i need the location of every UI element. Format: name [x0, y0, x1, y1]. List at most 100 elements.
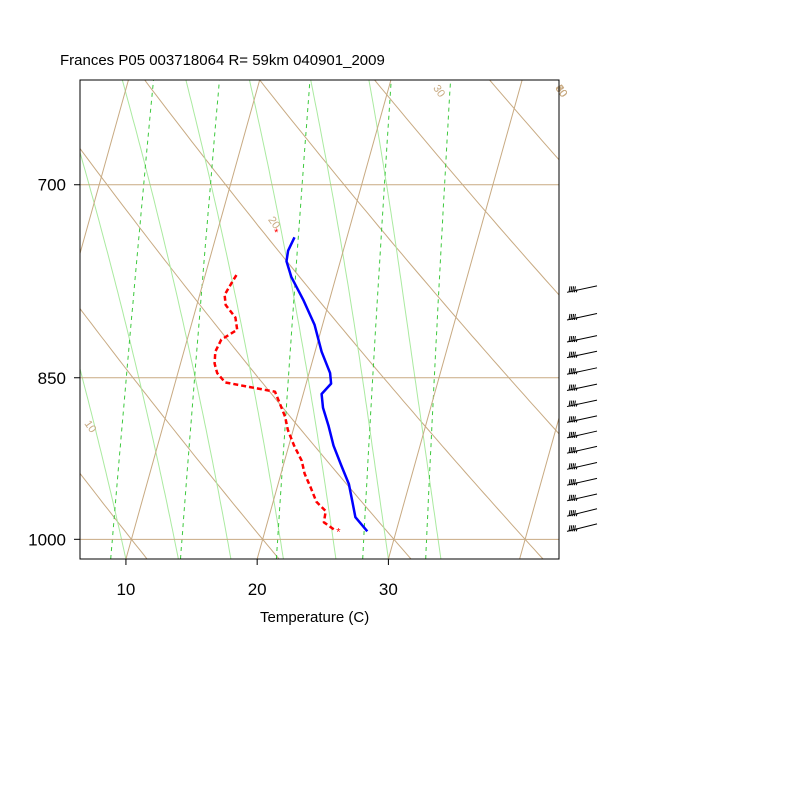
dry-adiabat: [489, 80, 559, 161]
plot-frame: [79, 79, 560, 560]
mixing-ratio-line: [110, 80, 154, 559]
barb-flag: [568, 335, 571, 343]
barb-flag: [572, 384, 575, 391]
barb-flag: [568, 431, 571, 438]
barb-flag: [572, 510, 575, 517]
chart-title: Frances P05 003718064 R= 59km 040901_200…: [60, 52, 385, 69]
barb-half-flag: [575, 371, 578, 375]
barb-flag: [570, 384, 573, 391]
barb-flag: [572, 431, 575, 438]
barb-shaft: [566, 430, 598, 439]
barb-flag: [570, 463, 573, 470]
dry-adiabat: [80, 472, 148, 559]
barb-flag: [573, 510, 576, 517]
moist-adiabat: [80, 150, 179, 559]
wind-barb: [566, 313, 598, 321]
adiabat-label: 20: [265, 214, 282, 231]
barb-flag: [573, 368, 576, 375]
barb-flag: [572, 335, 575, 343]
mixing-ratio-line: [362, 80, 392, 559]
barb-shaft: [566, 462, 598, 470]
moist-adiabat: [0, 80, 73, 559]
barb-flag: [568, 525, 571, 532]
adiabat-label: 30: [430, 83, 447, 100]
barb-flag: [568, 510, 571, 517]
barb-shaft: [566, 313, 598, 321]
dewpoint-marker: *: [336, 526, 341, 538]
wind-barb: [566, 477, 598, 486]
dewpoint-profile: [213, 273, 335, 531]
y-tick-label: 700: [38, 176, 66, 195]
isotherm: [519, 416, 559, 559]
dewpoint-marker: *: [274, 227, 279, 239]
barb-shaft: [566, 285, 598, 293]
barb-half-flag: [575, 528, 578, 532]
wind-barb: [566, 415, 598, 423]
adiabat-label: 50: [553, 83, 570, 100]
barb-flag: [570, 313, 573, 321]
barb-flag: [573, 416, 576, 423]
x-tick-label: 10: [116, 580, 135, 599]
barb-shaft: [566, 350, 598, 359]
barb-flag: [573, 494, 576, 501]
barb-shaft: [566, 383, 598, 392]
barb-half-flag: [575, 338, 578, 343]
barb-flag: [570, 416, 573, 423]
y-tick-label: 850: [38, 369, 66, 388]
isotherm: [387, 80, 523, 559]
barb-half-flag: [575, 497, 578, 501]
barb-shaft: [566, 523, 598, 532]
barb-flag: [568, 463, 571, 470]
barb-flag: [568, 313, 571, 321]
barb-flag: [572, 494, 575, 501]
barb-flag: [568, 286, 571, 293]
background-lines: [0, 80, 800, 559]
moist-adiabat: [249, 80, 337, 559]
temperature-profile: [285, 236, 369, 533]
dry-adiabat: [144, 80, 544, 559]
moist-adiabat: [80, 366, 127, 559]
barb-shaft: [566, 493, 598, 502]
moist-adiabat: [0, 80, 21, 559]
barb-flag: [568, 351, 571, 358]
barb-flag: [570, 479, 573, 486]
wind-barb: [566, 430, 598, 439]
barb-half-flag: [575, 513, 578, 517]
barb-flag: [572, 447, 575, 454]
x-tick-label: 20: [248, 580, 267, 599]
barb-shaft: [566, 367, 598, 375]
barb-half-flag: [575, 316, 578, 321]
barb-flag: [573, 431, 576, 438]
barb-flag: [573, 286, 576, 293]
barb-shaft: [566, 335, 598, 343]
isotherm: [125, 80, 261, 559]
dry-adiabat: [0, 80, 15, 559]
barb-flag: [570, 335, 573, 343]
x-axis-label: Temperature (C): [260, 609, 370, 626]
barb-flag: [572, 351, 575, 358]
barb-half-flag: [575, 354, 578, 358]
barb-flag: [568, 384, 571, 391]
barb-flag: [573, 313, 576, 321]
barb-flag: [570, 431, 573, 438]
barb-half-flag: [575, 450, 578, 454]
barb-flag: [573, 479, 576, 486]
barb-flag: [570, 494, 573, 501]
adiabat-label: 60: [553, 83, 570, 100]
isotherm: [256, 80, 392, 559]
barb-flag: [570, 400, 573, 407]
adiabat-label: 40: [553, 83, 570, 100]
wind-barb: [566, 285, 598, 293]
barb-flag: [573, 335, 576, 343]
barb-flag: [568, 400, 571, 407]
barb-flag: [572, 368, 575, 375]
barb-half-flag: [575, 289, 578, 293]
barb-shaft: [566, 477, 598, 486]
mixing-ratio-line: [6, 80, 54, 559]
adiabat-label: 10: [82, 418, 99, 435]
barb-flag: [568, 447, 571, 454]
barb-flag: [572, 400, 575, 407]
dry-adiabat: [605, 80, 800, 559]
wind-barb: [566, 399, 598, 408]
